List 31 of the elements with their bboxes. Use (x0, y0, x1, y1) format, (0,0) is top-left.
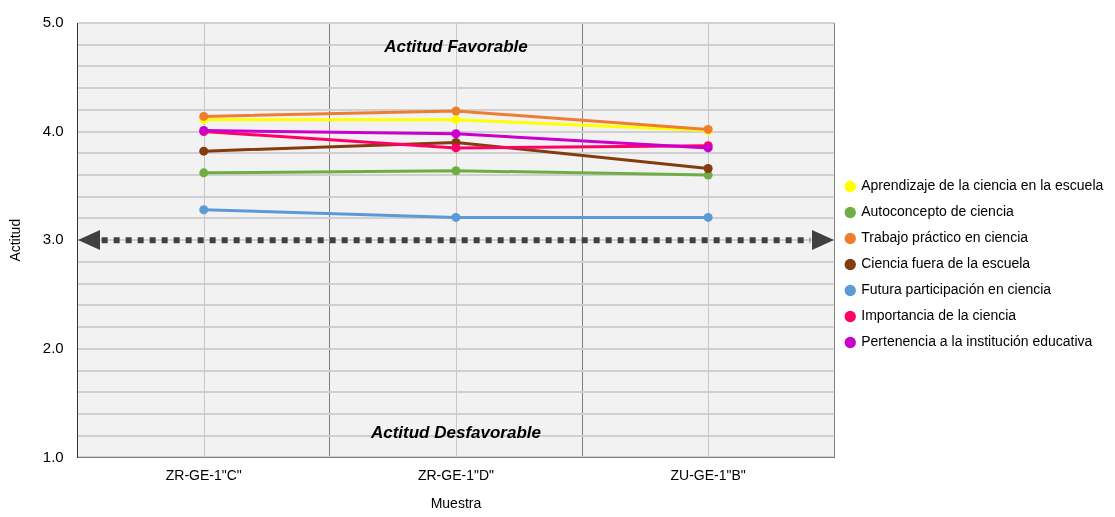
annotation: Actitud Desfavorable (369, 422, 541, 442)
annotation: Actitud Favorable (383, 37, 528, 57)
x-axis-title: Muestra (430, 495, 482, 512)
point (703, 212, 713, 222)
y-tick-label: 5.0 (42, 13, 64, 31)
legend-label: Importancia de la ciencia (861, 307, 1017, 324)
point (199, 111, 209, 121)
legend-label: Autoconcepto de ciencia (861, 203, 1015, 220)
x-tick-label: ZR-GE-1"D" (417, 466, 494, 483)
point (199, 146, 209, 156)
x-tick-label: ZU-GE-1"B" (670, 466, 746, 483)
y-tick-label: 1.0 (42, 447, 64, 465)
point (199, 205, 209, 215)
point (451, 106, 461, 116)
legend-label: Aprendizaje de la ciencia en la escuela (861, 177, 1104, 194)
legend-label: Pertenencia a la institución educativa (861, 333, 1093, 350)
y-tick-label: 2.0 (42, 338, 64, 356)
legend-label: Trabajo práctico en ciencia (861, 229, 1029, 246)
legend-label: Futura participación en ciencia (861, 281, 1052, 298)
point (451, 115, 461, 125)
x-tick-label: ZR-GE-1"C" (165, 466, 242, 483)
point (703, 164, 713, 174)
legend-label: Ciencia fuera de la escuela (861, 255, 1031, 272)
y-axis-title: Actitud (7, 218, 24, 262)
point (451, 129, 461, 139)
point (199, 168, 209, 178)
point (451, 166, 461, 176)
y-tick-label: 3.0 (42, 230, 64, 248)
point (451, 143, 461, 153)
point (451, 212, 461, 222)
y-tick-label: 4.0 (42, 121, 64, 139)
